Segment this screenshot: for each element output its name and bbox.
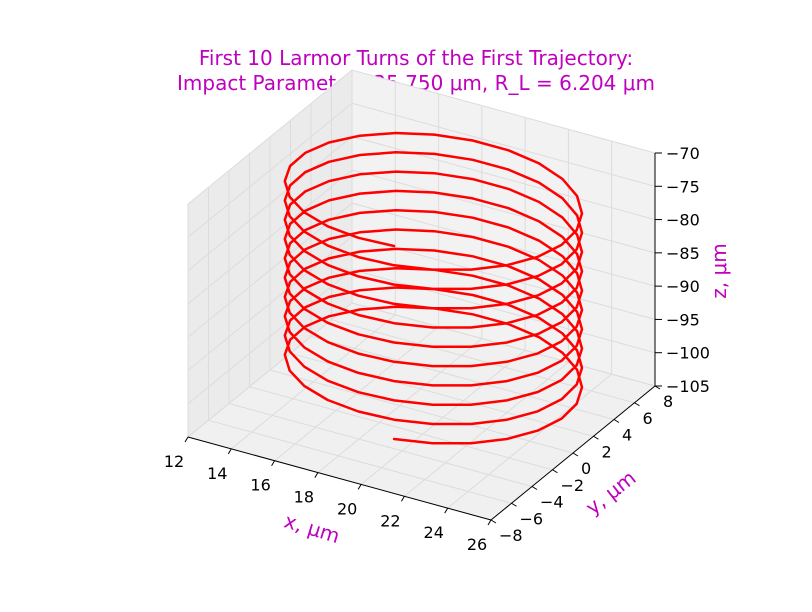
z-tick-label: −70: [666, 144, 700, 163]
axes-panes: [188, 70, 655, 520]
z-tick-label: −105: [666, 377, 710, 396]
trajectory-helix-line: [283, 131, 584, 445]
x-tick-mark: [357, 484, 362, 490]
z-grid-line: [187, 102, 656, 238]
z-tick-label: −80: [666, 211, 700, 230]
y-tick-mark: [531, 486, 538, 490]
z-axis-label: z, μm: [707, 243, 731, 298]
y-tick-mark: [511, 502, 517, 507]
y-tick-mark: [572, 452, 579, 457]
y-tick-label: −4: [540, 493, 564, 512]
x-tick-mark: [227, 448, 232, 455]
x-tick-label: 16: [250, 476, 270, 495]
y-tick-label: −8: [499, 526, 523, 545]
y-tick-label: −2: [561, 476, 585, 495]
x-axis-line: [187, 436, 492, 521]
x-axis-label: x, μm: [281, 509, 342, 549]
y-tick-mark: [490, 519, 497, 524]
y-tick-mark: [593, 435, 599, 440]
z-grid-line: [187, 202, 656, 338]
y-tick-mark: [613, 419, 620, 423]
x-tick-label: 12: [164, 452, 184, 471]
y-tick-label: 6: [643, 409, 653, 428]
y-tick-label: 0: [581, 459, 591, 478]
y-tick-label: 2: [602, 442, 612, 461]
z-tick-label: −95: [666, 310, 700, 329]
z-tick-label: −75: [666, 177, 700, 196]
y-tick-label: 4: [622, 426, 632, 445]
x-tick-label: 18: [294, 488, 314, 507]
chart-title-line-1: First 10 Larmor Turns of the First Traje…: [199, 46, 633, 70]
chart-title: First 10 Larmor Turns of the First Traje…: [177, 46, 655, 95]
z-grid-line: [187, 69, 656, 205]
x-tick-label: 26: [467, 535, 487, 554]
y-tick-label: 8: [663, 392, 673, 411]
y-tick-mark: [552, 469, 558, 474]
x-tick-mark: [314, 472, 319, 478]
x-tick-mark: [184, 436, 189, 443]
z-grid-line: [187, 302, 656, 438]
z-grid-line: [187, 169, 656, 305]
x-tick-label: 24: [424, 523, 444, 542]
x-tick-label: 22: [380, 511, 400, 530]
y-tick-mark: [634, 402, 640, 407]
z-tick-label: −90: [666, 277, 700, 296]
data-layer: [283, 131, 584, 445]
x-tick-label: 14: [207, 464, 227, 483]
z-tick-label: −85: [666, 244, 700, 263]
x-tick-mark: [400, 496, 405, 502]
z-tick-label: −100: [666, 344, 710, 363]
x-tick-mark: [271, 460, 276, 466]
x-tick-label: 20: [337, 499, 357, 518]
x-tick-mark: [444, 507, 449, 514]
y-tick-label: −6: [520, 509, 544, 528]
x-tick-mark: [487, 519, 492, 526]
